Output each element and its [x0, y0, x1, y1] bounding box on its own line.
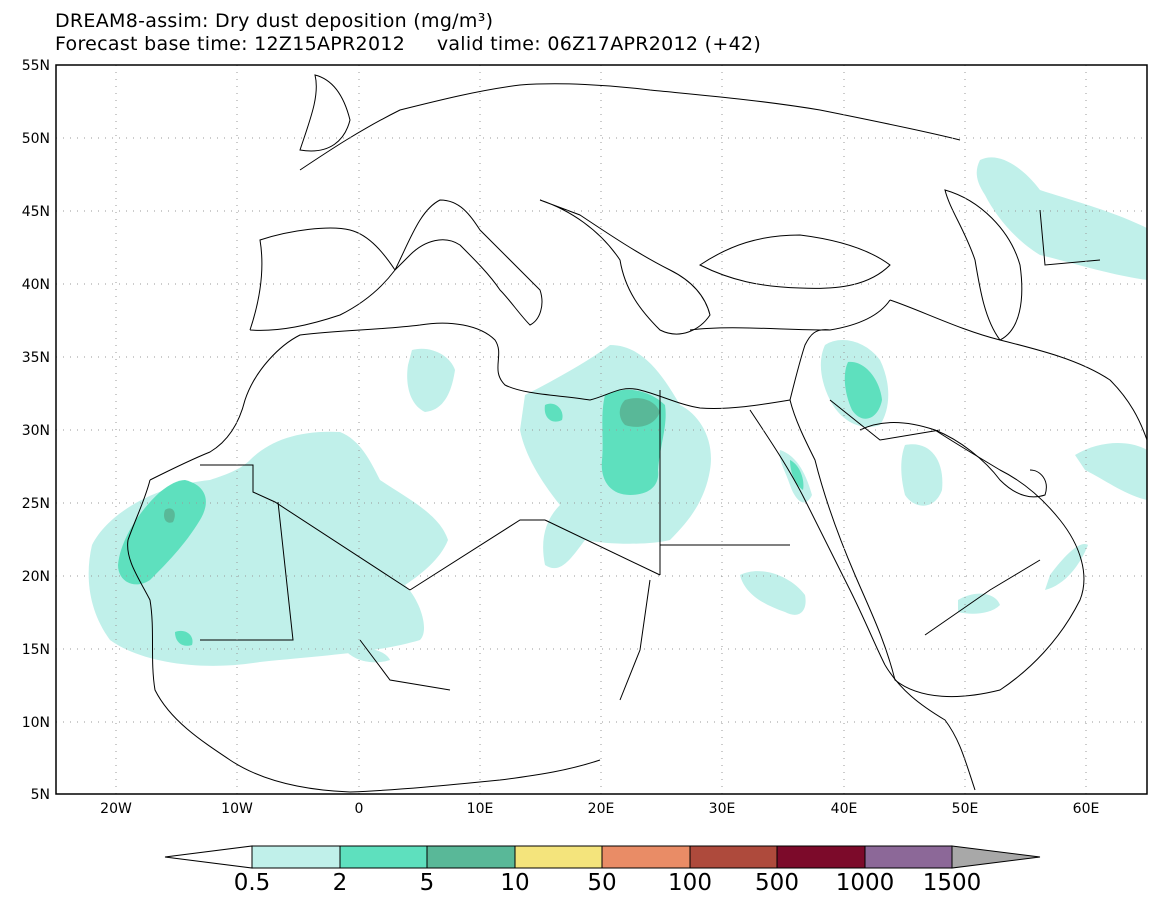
lat-labels: 55N 50N 45N 40N 35N 30N 25N 20N 15N 10N …: [22, 58, 50, 803]
dust-mali-south: [345, 648, 390, 663]
colorbar-label: 100: [668, 870, 712, 896]
border-saudi-yemen: [924, 559, 1041, 636]
lon-label: 60E: [1073, 801, 1100, 817]
coast-black-sea: [699, 234, 891, 289]
coast-north-africa: [149, 322, 791, 481]
coast-levant: [789, 329, 831, 401]
coast-france-italy: [394, 199, 543, 326]
map-title: DREAM8-assim: Dry dust deposition (mg/m³…: [55, 10, 494, 32]
coast-horn-africa: [884, 664, 976, 791]
dust-saudi: [901, 444, 943, 506]
coast-iran: [889, 299, 1147, 441]
colorbar-low-arrow: [164, 845, 253, 869]
coast-europe-north: [299, 83, 961, 171]
coastlines-borders: [127, 74, 1147, 793]
coast-west-africa: [127, 479, 351, 793]
border-iraq: [829, 399, 941, 441]
dust-core-redsea: [790, 460, 804, 490]
colorbar-label: 50: [587, 870, 617, 896]
dust-sudan: [740, 571, 806, 615]
lon-label: 40E: [831, 801, 858, 817]
colorbar-label: 10: [500, 870, 530, 896]
coast-gulf-guinea: [349, 759, 601, 793]
coast-persian-gulf: [934, 429, 1047, 498]
colorbar-label: 500: [755, 870, 799, 896]
lat-label: 10N: [22, 715, 50, 731]
border-sahara-2: [200, 501, 294, 641]
colorbar-label: 5: [419, 870, 435, 896]
plot-frame: [55, 64, 1148, 795]
lat-label: 25N: [22, 496, 50, 512]
lat-label: 55N: [22, 58, 50, 74]
dust-peak-libya: [619, 398, 660, 427]
dust-core-gulf-sirte: [544, 403, 563, 422]
colorbar-bin: [339, 845, 428, 869]
lat-label: 40N: [22, 277, 50, 293]
lat-label: 15N: [22, 642, 50, 658]
coast-britain: [299, 74, 351, 152]
lat-lon-grid: [56, 65, 1147, 794]
border-chad-sudan: [619, 579, 651, 701]
colorbar-bin: [601, 845, 691, 869]
dust-gulf-east: [1075, 443, 1147, 500]
colorbar-bin: [864, 845, 953, 869]
lon-label: 50E: [952, 801, 979, 817]
border-mali-niger: [359, 639, 451, 691]
lon-label: 10W: [221, 801, 253, 817]
colorbar-label: 1000: [835, 870, 895, 896]
colorbar-bin: [251, 845, 341, 869]
border-kazakhstan: [1039, 209, 1101, 266]
lat-label: 45N: [22, 204, 50, 220]
dust-yemen: [958, 593, 1000, 614]
coast-turkey: [689, 299, 891, 331]
colorbar: [164, 845, 1041, 869]
colorbar-bin: [426, 845, 516, 869]
lon-label: 20E: [588, 801, 615, 817]
lat-label: 20N: [22, 569, 50, 585]
dust-peak-mauritania: [163, 508, 175, 523]
coast-balkans-greece: [539, 199, 711, 335]
border-libya-chad: [544, 519, 661, 576]
forecast-time-subtitle: Forecast base time: 12Z15APR2012 valid t…: [55, 33, 762, 55]
colorbar-label: 0.5: [233, 870, 271, 896]
lat-label: 50N: [22, 131, 50, 147]
dust-algeria: [407, 348, 455, 412]
colorbar-label: 1500: [922, 870, 982, 896]
dust-field: [88, 157, 1147, 666]
colorbar-bin: [514, 845, 603, 869]
colorbar-label: 2: [332, 870, 348, 896]
coast-arabia: [789, 399, 1085, 697]
colorbar-bin: [689, 845, 778, 869]
lat-label: 35N: [22, 350, 50, 366]
lat-label: 30N: [22, 423, 50, 439]
colorbar-bin: [776, 845, 866, 869]
dust-core-mauritania: [118, 480, 206, 585]
colorbar-high-arrow: [951, 845, 1041, 869]
lon-label: 30E: [709, 801, 736, 817]
lon-label: 20W: [100, 801, 132, 817]
border-niger-algeria: [409, 519, 545, 591]
lon-label: 0: [355, 801, 364, 817]
lat-label: 5N: [31, 787, 50, 803]
dust-core-senegal: [175, 630, 193, 646]
coast-red-sea: [749, 409, 886, 666]
coast-iberia: [249, 227, 396, 331]
lon-labels: 20W 10W 0 10E 20E 30E 40E 50E 60E: [100, 801, 1099, 817]
dust-core-iraq: [844, 361, 882, 419]
dust-oman: [1045, 544, 1088, 590]
border-sahara-1: [200, 464, 411, 591]
lon-label: 10E: [467, 801, 494, 817]
dust-caspian: [976, 157, 1147, 280]
